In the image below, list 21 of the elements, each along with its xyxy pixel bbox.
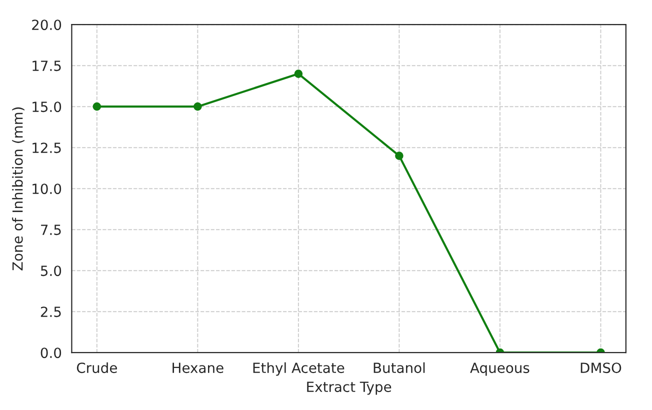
- y-tick-label: 20.0: [32, 20, 62, 30]
- y-tick-label: 2.5: [40, 306, 61, 318]
- y-tick-label: 17.5: [32, 60, 61, 72]
- y-tick-label: 0.0: [40, 348, 62, 358]
- y-tick-label: 12.5: [32, 142, 61, 154]
- point: [194, 102, 202, 111]
- x-axis-title: Extract Type: [307, 382, 392, 395]
- x-tick-label: Hexane: [172, 362, 224, 374]
- y-axis-title: Zone of Inhibition (mm): [12, 107, 24, 270]
- y-tick-label: 5.0: [40, 266, 62, 276]
- point: [395, 152, 404, 160]
- point: [92, 102, 102, 111]
- x-tick-label: Ethyl Acetate: [253, 362, 344, 376]
- x-tick-label: Butanol: [374, 362, 425, 374]
- point: [294, 70, 303, 78]
- y-tick-label: 10.0: [32, 184, 62, 194]
- x-tick-label: DMSO: [580, 362, 622, 374]
- y-tick-label: 7.5: [41, 224, 61, 236]
- x-tick-label: Aqueous: [470, 362, 530, 376]
- x-tick-label: Crude: [76, 362, 117, 374]
- y-tick-label: 15.0: [32, 102, 62, 112]
